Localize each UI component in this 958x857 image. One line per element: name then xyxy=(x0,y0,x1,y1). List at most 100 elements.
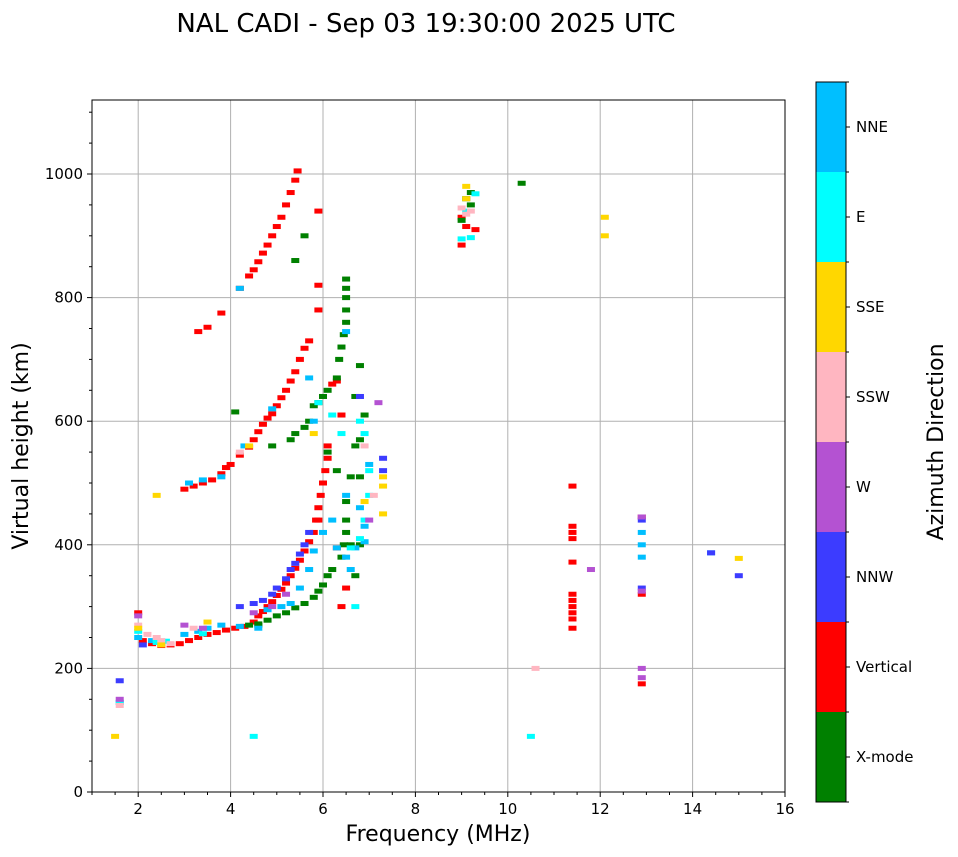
data-point-sse xyxy=(462,196,471,202)
x-tick-label: 6 xyxy=(318,800,328,818)
colorbar-tick-label: SSW xyxy=(856,388,890,406)
data-point-vertical xyxy=(249,267,258,273)
data-point-vertical xyxy=(268,233,277,239)
data-point-vertical xyxy=(282,387,291,393)
data-point-nne xyxy=(203,625,212,631)
data-point-nnw xyxy=(272,585,281,591)
data-point-vertical xyxy=(342,585,351,591)
data-point-x-mode xyxy=(466,190,475,196)
data-point-nnw xyxy=(305,529,314,535)
data-point-vertical xyxy=(286,573,295,579)
data-point-vertical xyxy=(300,345,309,351)
data-point-nne xyxy=(148,638,157,644)
colorbar-swatch-nne xyxy=(816,82,846,172)
data-point-w xyxy=(365,517,374,523)
data-point-x-mode xyxy=(360,412,369,418)
data-point-vertical xyxy=(286,378,295,384)
data-point-nne xyxy=(637,554,646,560)
data-point-nne xyxy=(637,542,646,548)
data-point-e xyxy=(526,733,535,739)
data-point-x-mode xyxy=(355,437,364,443)
data-point-vertical xyxy=(323,443,332,449)
data-point-vertical xyxy=(138,638,147,644)
data-point-sse xyxy=(360,499,369,505)
data-point-e xyxy=(314,400,323,406)
data-point-vertical xyxy=(272,592,281,598)
data-point-vertical xyxy=(263,415,272,421)
data-point-vertical xyxy=(316,492,325,498)
data-point-vertical xyxy=(568,529,577,535)
data-point-vertical xyxy=(637,591,646,597)
data-point-nne xyxy=(295,585,304,591)
colorbar-swatch-vertical xyxy=(816,622,846,712)
data-point-ssw xyxy=(466,208,475,214)
data-point-x-mode xyxy=(300,424,309,430)
data-point-x-mode xyxy=(351,443,360,449)
data-point-x-mode xyxy=(286,437,295,443)
data-point-x-mode xyxy=(323,573,332,579)
data-point-vertical xyxy=(457,242,466,248)
data-point-vertical xyxy=(568,610,577,616)
data-point-vertical xyxy=(305,338,314,344)
data-point-nnw xyxy=(379,455,388,461)
data-point-nne xyxy=(365,461,374,467)
data-point-nnw xyxy=(115,678,124,684)
data-point-vertical xyxy=(212,630,221,636)
data-point-vertical xyxy=(568,616,577,622)
data-point-vertical xyxy=(471,227,480,233)
colorbar-tick-label: Vertical xyxy=(856,658,912,676)
data-point-nne xyxy=(360,539,369,545)
data-point-vertical xyxy=(221,465,230,471)
data-point-vertical xyxy=(272,224,281,230)
x-tick-label: 14 xyxy=(683,800,702,818)
data-point-x-mode xyxy=(342,295,351,301)
data-point-x-mode xyxy=(342,499,351,505)
data-point-w xyxy=(134,613,143,619)
data-point-ssw xyxy=(166,641,175,647)
data-point-sse xyxy=(157,642,166,648)
data-point-x-mode xyxy=(457,217,466,223)
data-point-nne xyxy=(305,375,314,381)
data-point-vertical xyxy=(568,604,577,610)
data-point-x-mode xyxy=(272,613,281,619)
data-point-nne xyxy=(263,607,272,613)
data-point-e xyxy=(462,208,471,214)
data-point-nne xyxy=(277,604,286,610)
data-point-x-mode xyxy=(268,443,277,449)
data-point-x-mode xyxy=(339,542,348,548)
data-point-vertical xyxy=(291,177,300,183)
data-point-ssw xyxy=(189,625,198,631)
data-point-ssw xyxy=(115,702,124,708)
data-point-vertical xyxy=(277,214,286,220)
data-point-vertical xyxy=(568,597,577,603)
data-point-x-mode xyxy=(291,605,300,611)
data-point-nnw xyxy=(268,591,277,597)
data-point-ssw xyxy=(134,622,143,628)
data-point-e xyxy=(328,412,337,418)
data-point-ssw xyxy=(143,631,152,637)
data-point-vertical xyxy=(282,580,291,586)
data-point-e xyxy=(198,631,207,637)
data-point-ssw xyxy=(462,211,471,217)
data-point-vertical xyxy=(314,517,323,523)
data-point-nnw xyxy=(258,597,267,603)
data-point-vertical xyxy=(637,681,646,687)
plot-background xyxy=(92,100,785,792)
data-point-vertical xyxy=(231,625,240,631)
data-point-sse xyxy=(379,511,388,517)
data-point-nne xyxy=(360,523,369,529)
data-point-vertical xyxy=(263,242,272,248)
colorbar-tick-label: W xyxy=(856,478,871,496)
data-point-vertical xyxy=(254,613,263,619)
data-point-x-mode xyxy=(342,276,351,282)
data-point-vertical xyxy=(323,455,332,461)
y-tick-label: 600 xyxy=(54,412,83,430)
colorbar-swatch-sse xyxy=(816,262,846,352)
data-point-nnw xyxy=(249,601,258,607)
data-point-x-mode xyxy=(300,601,309,607)
data-point-x-mode xyxy=(245,622,254,628)
data-point-x-mode xyxy=(263,617,272,623)
data-point-x-mode xyxy=(314,588,323,594)
data-point-e xyxy=(161,638,170,644)
